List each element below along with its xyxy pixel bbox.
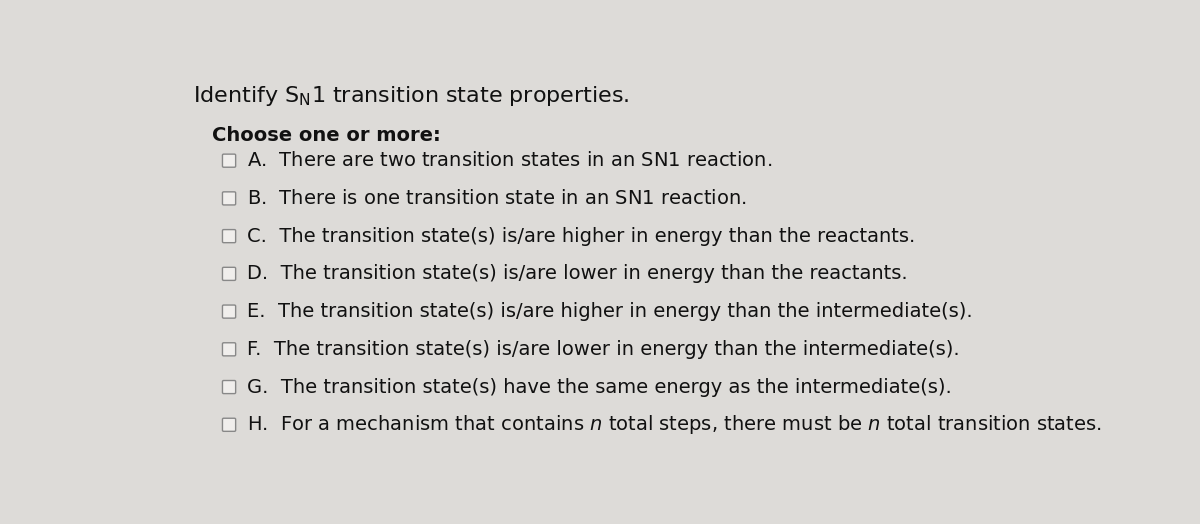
FancyBboxPatch shape xyxy=(222,343,235,356)
Text: G.  The transition state(s) have the same energy as the intermediate(s).: G. The transition state(s) have the same… xyxy=(247,378,952,397)
Text: C.  The transition state(s) is/are higher in energy than the reactants.: C. The transition state(s) is/are higher… xyxy=(247,226,916,246)
Text: D.  The transition state(s) is/are lower in energy than the reactants.: D. The transition state(s) is/are lower … xyxy=(247,265,907,283)
Text: A.  There are two transition states in an S$\mathregular{N}$1 reaction.: A. There are two transition states in an… xyxy=(247,151,773,170)
Text: Choose one or more:: Choose one or more: xyxy=(212,126,440,145)
Text: Identify $\mathregular{S}_{\mathregular{N}}$1 transition state properties.: Identify $\mathregular{S}_{\mathregular{… xyxy=(193,84,629,108)
FancyBboxPatch shape xyxy=(222,230,235,243)
FancyBboxPatch shape xyxy=(222,380,235,394)
FancyBboxPatch shape xyxy=(222,305,235,318)
FancyBboxPatch shape xyxy=(222,418,235,431)
Text: B.  There is one transition state in an S$\mathregular{N}$1 reaction.: B. There is one transition state in an S… xyxy=(247,189,746,208)
Text: F.  The transition state(s) is/are lower in energy than the intermediate(s).: F. The transition state(s) is/are lower … xyxy=(247,340,960,359)
Text: H.  For a mechanism that contains $\mathit{n}$ total steps, there must be $\math: H. For a mechanism that contains $\mathi… xyxy=(247,413,1102,436)
FancyBboxPatch shape xyxy=(222,154,235,167)
FancyBboxPatch shape xyxy=(222,267,235,280)
FancyBboxPatch shape xyxy=(222,192,235,205)
Text: E.  The transition state(s) is/are higher in energy than the intermediate(s).: E. The transition state(s) is/are higher… xyxy=(247,302,972,321)
